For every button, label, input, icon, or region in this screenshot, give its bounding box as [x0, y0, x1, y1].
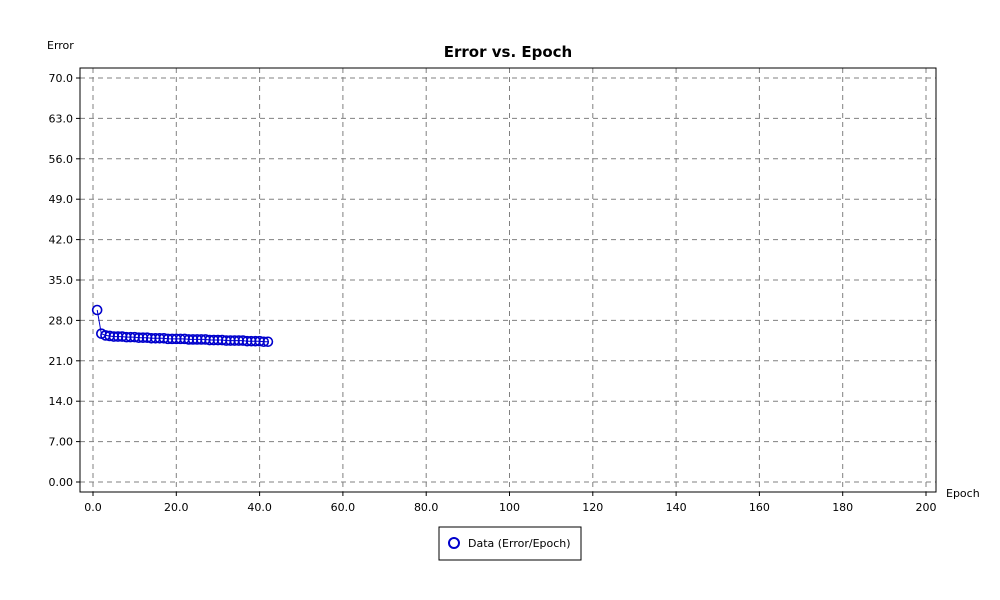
- x-tick-label: 60.0: [331, 501, 356, 514]
- x-tick-label: 0.0: [84, 501, 102, 514]
- y-tick-label: 0.00: [49, 476, 74, 489]
- x-tick-label: 120: [582, 501, 603, 514]
- y-tick-label: 21.0: [49, 355, 74, 368]
- y-axis-ticks: 0.00 7.00 14.0 21.0 28.0 35.0 42.0 49.0 56.0 63.0…: [49, 72, 80, 489]
- y-tick-label: 7.00: [49, 436, 74, 449]
- x-tick-label: 100: [499, 501, 520, 514]
- y-tick-label: 63.0: [49, 112, 74, 125]
- x-axis-label: Epoch: [946, 487, 980, 500]
- y-axis-label: Error: [47, 39, 74, 52]
- legend-label: Data (Error/Epoch): [468, 537, 571, 550]
- x-tick-label: 20.0: [164, 501, 189, 514]
- y-tick-label: 70.0: [49, 72, 74, 85]
- x-tick-label: 160: [749, 501, 770, 514]
- data-series: [91, 304, 274, 348]
- data-point: [91, 304, 103, 316]
- y-tick-label: 56.0: [49, 153, 74, 166]
- y-tick-label: 14.0: [49, 395, 74, 408]
- y-tick-label: 49.0: [49, 193, 74, 206]
- x-tick-label: 180: [832, 501, 853, 514]
- x-tick-label: 200: [916, 501, 937, 514]
- chart-title: Error vs. Epoch: [444, 43, 572, 61]
- y-tick-label: 42.0: [49, 234, 74, 247]
- data-point: [262, 336, 274, 348]
- x-axis-ticks: 0.0 20.0 40.0 60.0 80.0 100 120 140 160 180 200: [84, 492, 937, 514]
- x-tick-label: 80.0: [414, 501, 439, 514]
- grid-lines: [80, 68, 936, 492]
- data-point: [258, 336, 270, 348]
- legend: Data (Error/Epoch): [438, 526, 582, 561]
- x-tick-label: 140: [666, 501, 687, 514]
- plot-frame: [79, 67, 937, 493]
- y-tick-label: 28.0: [49, 314, 74, 327]
- legend-marker-icon: [448, 537, 460, 549]
- legend-box: [438, 526, 582, 561]
- x-tick-label: 40.0: [247, 501, 272, 514]
- y-tick-label: 35.0: [49, 274, 74, 287]
